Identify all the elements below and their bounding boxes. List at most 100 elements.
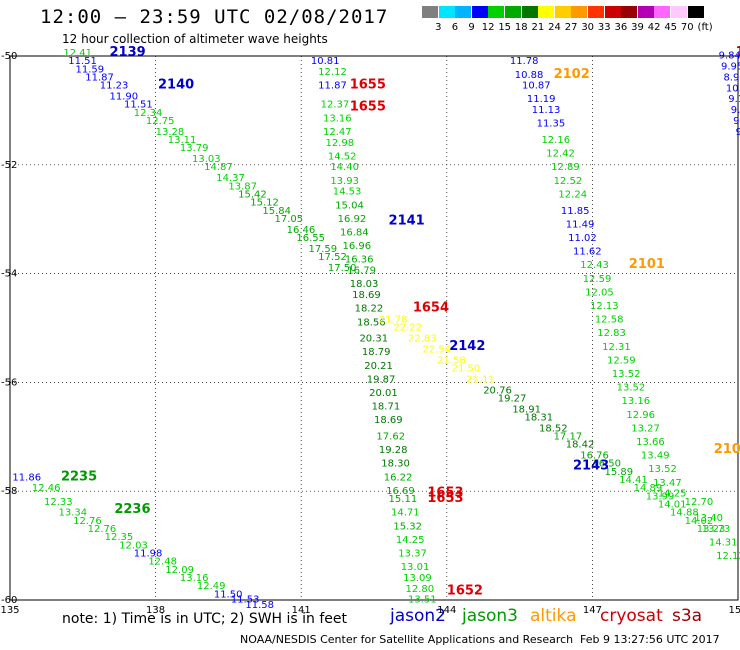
wave-height-value: 13.87 — [228, 181, 257, 192]
credit-line: NOAA/NESDIS Center for Satellite Applica… — [240, 633, 574, 646]
wave-height-value: 15.12 — [250, 198, 279, 209]
wave-height-value: 12.24 — [558, 189, 587, 200]
wave-height-value: 18.91 — [512, 404, 541, 415]
wave-height-value: 11.87 — [85, 72, 114, 83]
wave-height-value: 17.05 — [275, 214, 304, 225]
wave-height-value: 11.23 — [100, 81, 129, 92]
wave-height-value: 17.17 — [554, 432, 583, 443]
pass-label: 1653 — [427, 486, 463, 501]
wave-height-value: 18.03 — [350, 279, 379, 290]
wave-height-value: 11.51 — [68, 56, 97, 67]
wave-height-value: 9.19 — [728, 94, 740, 105]
pass-label: 1655 — [350, 99, 386, 114]
color-swatch — [455, 6, 472, 18]
color-swatch — [588, 6, 604, 18]
wave-height-value: 12.98 — [325, 138, 354, 149]
wave-height-value: 14.87 — [204, 162, 233, 173]
wave-height-value: 11.49 — [566, 219, 595, 230]
wave-height-value: 13.51 — [408, 595, 437, 606]
wave-height-value: 20.31 — [359, 334, 388, 345]
wave-height-value: 13.09 — [403, 573, 432, 584]
wave-height-value: 15.11 — [389, 494, 418, 505]
wave-height-value: 11.50 — [214, 589, 243, 600]
wave-height-value: 22.83 — [408, 334, 437, 345]
color-swatch — [604, 6, 621, 18]
color-swatch — [554, 6, 571, 18]
wave-height-value: 13.40 — [694, 513, 723, 524]
wave-height-value: 12.12 — [716, 551, 740, 562]
wave-height-value: 21.11 — [466, 374, 495, 385]
wave-height-value: 12.31 — [602, 342, 631, 353]
wave-height-value: 13.28 — [156, 127, 185, 138]
wave-height-value: 12.59 — [583, 274, 612, 285]
color-swatch — [538, 6, 555, 18]
wave-height-value: 18.31 — [524, 412, 553, 423]
wave-height-value: 16.79 — [347, 266, 376, 277]
legend-s3a: s3a — [672, 606, 703, 626]
wave-height-value: 12.96 — [626, 410, 655, 421]
x-tick-label: 138 — [146, 605, 165, 616]
wave-height-value: 16.55 — [296, 233, 325, 244]
legend-jason2: jason2 — [390, 606, 446, 626]
wave-height-value: 21.58 — [437, 355, 466, 366]
wave-height-value: 11.98 — [134, 548, 163, 559]
wave-height-value: 13.52 — [648, 464, 677, 475]
color-swatch — [521, 6, 538, 18]
wave-height-value: 12.80 — [406, 584, 435, 595]
wave-height-value: 13.52 — [617, 383, 646, 394]
wave-height-value: 9.84 — [719, 51, 740, 62]
color-label: 9 — [468, 22, 475, 33]
wave-height-value: 12.49 — [197, 581, 226, 592]
color-label: 6 — [451, 22, 459, 33]
pass-label: 2101 — [629, 257, 665, 272]
wave-height-value: 11.51 — [124, 100, 153, 111]
wave-height-value: 11.62 — [573, 247, 602, 258]
wave-height-value: 12.83 — [597, 328, 626, 339]
wave-height-value: 13.01 — [401, 562, 430, 573]
color-swatch — [671, 6, 687, 18]
wave-height-value: 13.16 — [323, 113, 352, 124]
wave-height-value: 19.87 — [367, 374, 396, 385]
wave-height-value: 16.84 — [340, 228, 369, 239]
wave-height-value: 12.16 — [541, 135, 570, 146]
wave-height-value: 12.41 — [63, 48, 92, 59]
wave-height-value: 13.03 — [192, 154, 221, 165]
pass-label: 1652 — [447, 584, 483, 599]
wave-height-value: 12.13 — [590, 301, 619, 312]
wave-height-value: 14.53 — [333, 187, 362, 198]
color-swatch — [687, 6, 704, 18]
wave-height-value: 12.46 — [32, 483, 61, 494]
wave-height-value: 12.76 — [73, 516, 102, 527]
legend-altika: altika — [530, 606, 577, 626]
wave-height-value: 17.50 — [328, 263, 357, 274]
wave-height-value: 12.35 — [105, 532, 134, 543]
wave-height-value: 16.76 — [580, 451, 609, 462]
y-tick-label: -60 — [1, 595, 17, 606]
wave-height-value: 9.30 — [733, 116, 740, 127]
wave-height-value: 12.52 — [554, 176, 583, 187]
color-label: 15 — [498, 22, 512, 33]
wave-height-value: 9.00 — [731, 105, 740, 116]
wave-height-value: 11.35 — [537, 119, 566, 130]
wave-height-value: 11.53 — [231, 595, 260, 606]
wave-height-value: 13.93 — [330, 176, 359, 187]
wave-height-value: 15.89 — [605, 467, 634, 478]
wave-height-value: 12.33 — [44, 497, 73, 508]
wave-height-value: 10.87 — [522, 81, 551, 92]
wave-height-value: 13.16 — [180, 573, 209, 584]
wave-height-value: 21.50 — [452, 364, 481, 375]
wave-height-value: 19.27 — [498, 393, 527, 404]
wave-height-value: 13.23 — [697, 524, 726, 535]
color-swatch — [571, 6, 588, 18]
wave-height-value: 10.88 — [515, 70, 544, 81]
wave-height-value: 10.81 — [311, 56, 340, 67]
wave-height-value: 14.52 — [328, 151, 357, 162]
wave-height-value: 16.22 — [384, 472, 413, 483]
pass-label: 1654 — [413, 301, 449, 316]
wave-height-value: 14.31 — [709, 538, 738, 549]
timestamp: Feb 9 13:27:56 UTC 2017 — [580, 633, 720, 646]
wave-height-value: 11.13 — [532, 105, 561, 116]
wave-height-value: 13.16 — [622, 396, 651, 407]
wave-height-value: 12.34 — [134, 108, 163, 119]
pass-label: 1653 — [427, 491, 463, 506]
